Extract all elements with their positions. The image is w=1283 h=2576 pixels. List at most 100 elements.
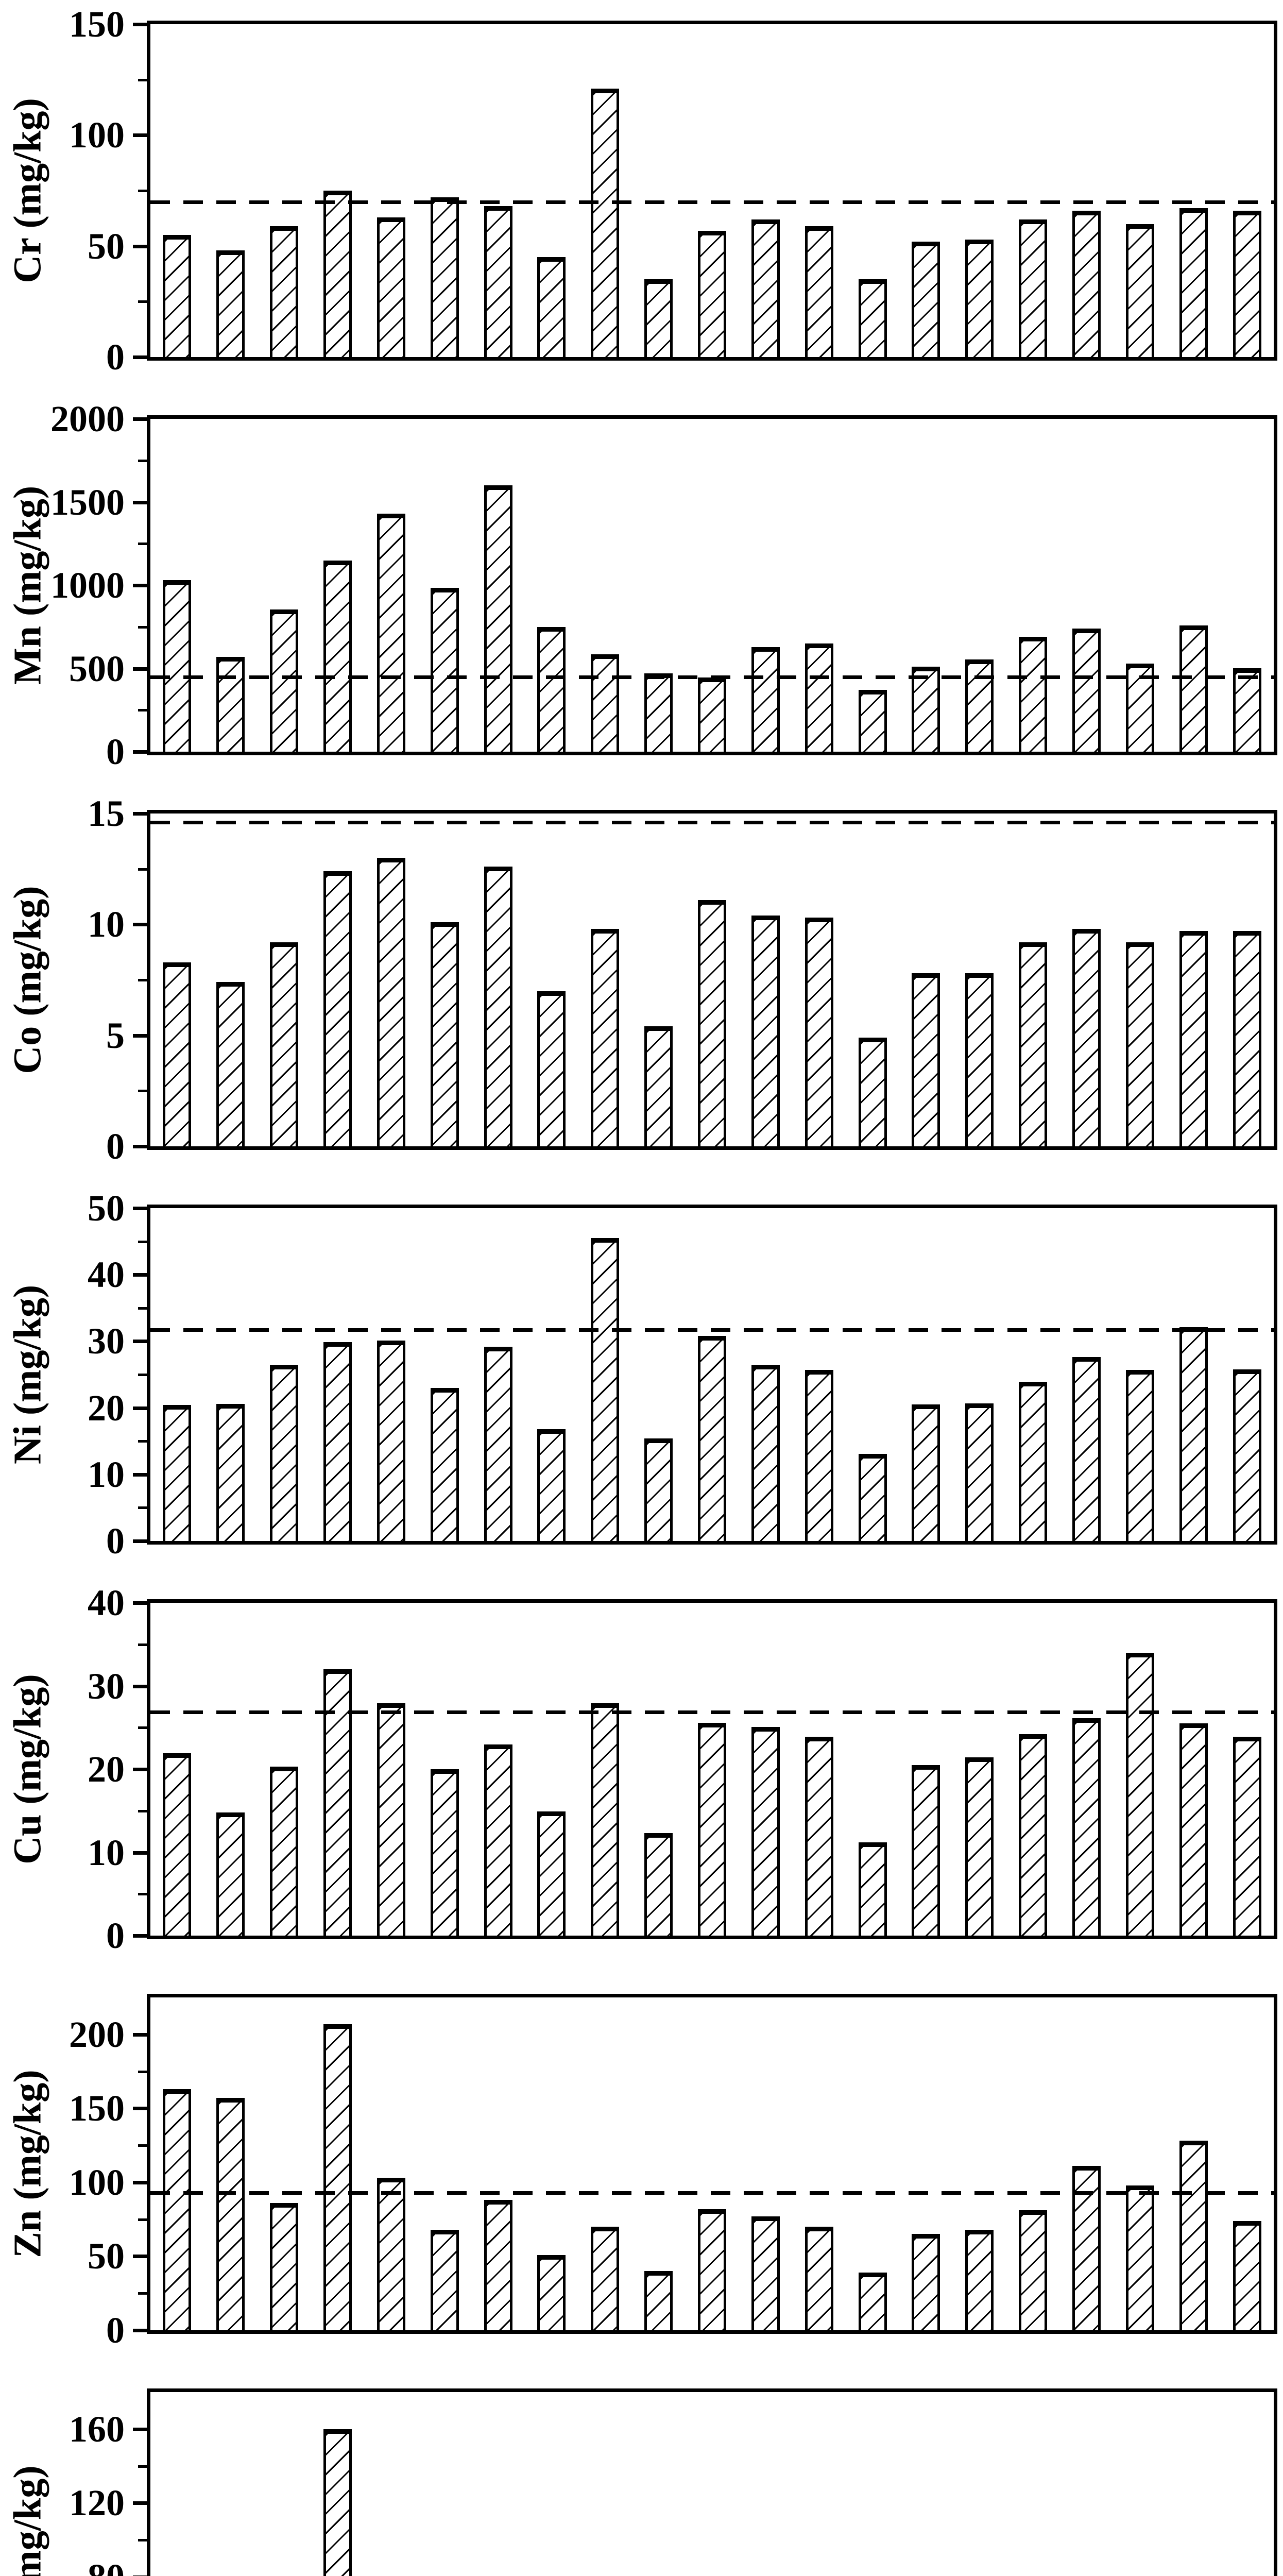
co-bar-ls11 bbox=[698, 900, 726, 1146]
y-major-tick-cr bbox=[133, 355, 147, 359]
y-minor-tick-ni bbox=[138, 1374, 147, 1376]
y-major-tick-pb bbox=[133, 2575, 147, 2576]
zn-bar-ls06 bbox=[431, 2230, 459, 2330]
panel-cr: Cr (mg/kg) 0 50 100 150 bbox=[6, 5, 1277, 377]
y-tick-label-pb: 80 bbox=[14, 2557, 125, 2576]
cr-bar-ls09 bbox=[591, 89, 619, 357]
cr-bar-ls12 bbox=[751, 219, 780, 357]
y-tick-label-ni: 40 bbox=[88, 1254, 125, 1296]
y-major-tick-ni bbox=[133, 1406, 147, 1410]
mn-bar-ls20 bbox=[1179, 625, 1208, 752]
y-major-tick-cu bbox=[133, 1934, 147, 1938]
y-tick-label-cu: 10 bbox=[88, 1832, 125, 1873]
y-major-tick-zn bbox=[133, 2255, 147, 2259]
ni-bar-ls04 bbox=[323, 1342, 352, 1541]
y-tick-label-cr: 50 bbox=[88, 225, 125, 267]
y-tick-label-ni: 10 bbox=[88, 1453, 125, 1495]
cu-bar-ls20 bbox=[1179, 1723, 1208, 1936]
cu-bar-ls08 bbox=[537, 1811, 566, 1936]
y-minor-tick-cu bbox=[138, 1809, 147, 1812]
cr-bar-ls08 bbox=[537, 257, 566, 357]
ni-bar-ls09 bbox=[591, 1238, 619, 1541]
cu-bar-ls12 bbox=[751, 1727, 780, 1936]
y-minor-tick-cu bbox=[138, 1643, 147, 1646]
cu-bar-ls18 bbox=[1072, 1718, 1101, 1936]
cr-bar-ls16 bbox=[965, 240, 994, 357]
ni-bar-ls19 bbox=[1126, 1370, 1154, 1541]
y-tick-label-zn: 150 bbox=[69, 2088, 125, 2129]
zn-bar-ls20 bbox=[1179, 2141, 1208, 2330]
co-bar-ls06 bbox=[431, 922, 459, 1146]
y-minor-tick-zn bbox=[138, 2070, 147, 2073]
ni-bar-ls06 bbox=[431, 1388, 459, 1541]
cu-bar-ls04 bbox=[323, 1669, 352, 1936]
y-tick-label-cr: 150 bbox=[69, 4, 125, 45]
ni-bar-ls16 bbox=[965, 1403, 994, 1541]
guideline-mn bbox=[150, 675, 1274, 679]
y-tick-label-mn: 500 bbox=[69, 648, 125, 689]
y-major-tick-cu bbox=[133, 1851, 147, 1855]
y-tick-label-co: 0 bbox=[106, 1126, 125, 1167]
mn-bar-ls15 bbox=[912, 667, 940, 752]
y-minor-tick-ni bbox=[138, 1506, 147, 1510]
y-tick-label-ni: 0 bbox=[106, 1520, 125, 1562]
zn-bar-ls10 bbox=[644, 2271, 673, 2330]
y-major-tick-mn bbox=[133, 667, 147, 671]
cu-bar-ls02 bbox=[216, 1812, 245, 1936]
y-tick-label-cr: 100 bbox=[69, 114, 125, 156]
cr-bar-ls19 bbox=[1126, 224, 1154, 357]
y-major-tick-co bbox=[133, 923, 147, 927]
ni-bar-ls11 bbox=[698, 1336, 726, 1541]
cr-bar-ls17 bbox=[1019, 219, 1047, 357]
y-major-tick-zn bbox=[133, 2180, 147, 2184]
y-tick-label-pb: 120 bbox=[69, 2482, 125, 2524]
y-tick-label-co: 15 bbox=[88, 793, 125, 834]
y-tick-label-ni: 30 bbox=[88, 1320, 125, 1362]
zn-bar-ls21 bbox=[1233, 2221, 1261, 2330]
panel-zn: Zn (mg/kg) 0 50 100 150 200 bbox=[6, 1994, 1277, 2350]
y-major-tick-ni bbox=[133, 1273, 147, 1277]
y-major-tick-pb bbox=[133, 2427, 147, 2431]
zn-bar-ls03 bbox=[270, 2203, 298, 2330]
cu-bar-ls01 bbox=[163, 1753, 191, 1936]
mn-bar-ls18 bbox=[1072, 629, 1101, 752]
y-tick-label-zn: 0 bbox=[106, 2310, 125, 2351]
panel-mn: Mn (mg/kg) 0 500 1000 1500 2000 bbox=[6, 399, 1277, 771]
mn-bar-ls05 bbox=[377, 514, 405, 752]
y-tick-label-cu: 30 bbox=[88, 1665, 125, 1707]
y-minor-tick-co bbox=[138, 979, 147, 981]
ni-bar-ls10 bbox=[644, 1438, 673, 1541]
y-tick-label-zn: 50 bbox=[88, 2235, 125, 2277]
zn-bar-ls09 bbox=[591, 2227, 619, 2330]
co-bar-ls13 bbox=[805, 918, 833, 1146]
cr-bar-ls21 bbox=[1233, 211, 1261, 357]
y-tick-label-zn: 200 bbox=[69, 2013, 125, 2055]
panel-cu: Cu (mg/kg) 0 10 20 30 40 bbox=[6, 1583, 1277, 1955]
cu-bar-ls05 bbox=[377, 1703, 405, 1936]
zn-bar-ls18 bbox=[1072, 2166, 1101, 2330]
mn-bar-ls16 bbox=[965, 659, 994, 752]
co-bar-ls02 bbox=[216, 982, 245, 1146]
cu-bar-ls14 bbox=[859, 1842, 887, 1936]
y-minor-tick-co bbox=[138, 1090, 147, 1093]
y-minor-tick-pb bbox=[138, 2539, 147, 2542]
y-minor-tick-co bbox=[138, 868, 147, 871]
cr-bar-ls13 bbox=[805, 226, 833, 357]
zn-bar-ls04 bbox=[323, 2024, 352, 2330]
ni-bar-ls08 bbox=[537, 1429, 566, 1541]
cu-bar-ls13 bbox=[805, 1737, 833, 1936]
co-bar-ls20 bbox=[1179, 931, 1208, 1146]
y-tick-label-cu: 20 bbox=[88, 1749, 125, 1790]
mn-bar-ls01 bbox=[163, 580, 191, 752]
co-bar-ls18 bbox=[1072, 929, 1101, 1146]
cu-bar-ls09 bbox=[591, 1703, 619, 1936]
y-minor-tick-mn bbox=[138, 625, 147, 629]
co-bar-ls17 bbox=[1019, 942, 1047, 1146]
y-tick-label-cu: 0 bbox=[106, 1915, 125, 1956]
pb-bar-ls04 bbox=[323, 2429, 352, 2576]
y-major-tick-mn bbox=[133, 417, 147, 421]
cr-bar-ls04 bbox=[323, 191, 352, 357]
mn-bar-ls03 bbox=[270, 609, 298, 752]
y-minor-tick-mn bbox=[138, 543, 147, 546]
